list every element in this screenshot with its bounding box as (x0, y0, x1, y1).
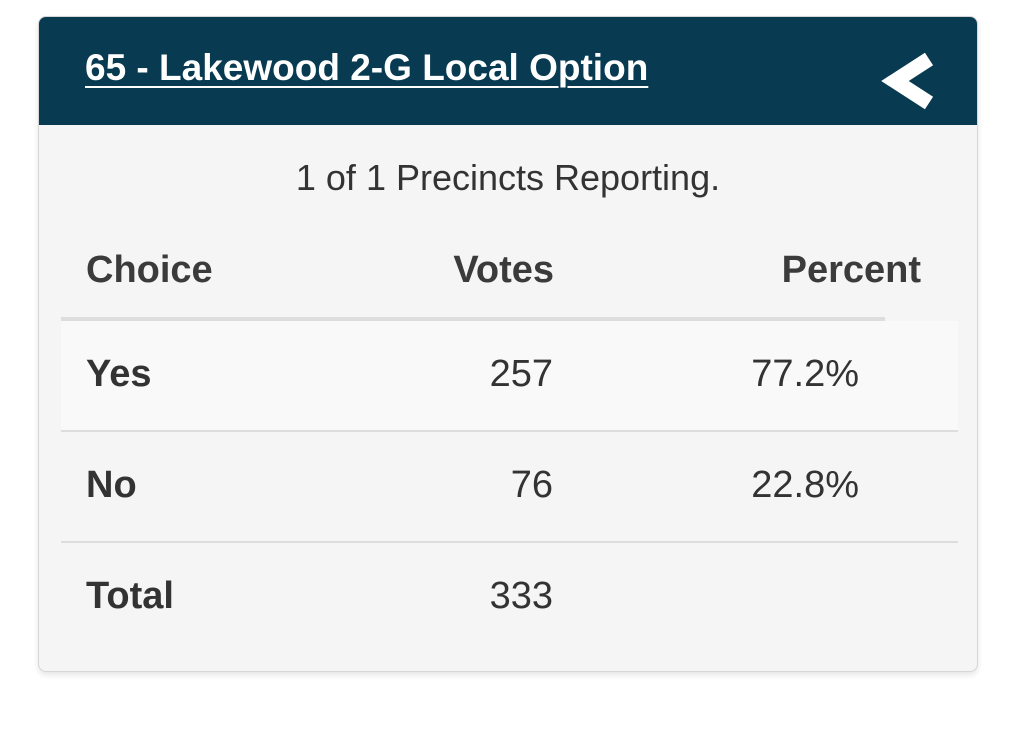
choice-cell: Total (86, 575, 174, 617)
table-row: Yes 257 77.2% (61, 321, 958, 432)
percent-cell: 77.2% (751, 353, 859, 395)
collapse-button[interactable] (879, 51, 939, 111)
votes-cell: 333 (489, 575, 553, 617)
table-row: No 76 22.8% (61, 432, 958, 543)
precincts-reporting: 1 of 1 Precincts Reporting. (295, 157, 721, 198)
votes-cell: 76 (510, 464, 553, 506)
column-header-votes: Votes (453, 249, 554, 291)
percent-cell: 22.8% (751, 464, 859, 506)
card-header: 65 - Lakewood 2-G Local Option (39, 17, 977, 125)
choice-cell: Yes (86, 353, 152, 395)
results-table: Choice Votes Percent Yes 257 77.2% No 76… (61, 229, 958, 654)
votes-cell: 257 (489, 353, 553, 395)
table-header-row: Choice Votes Percent (61, 229, 921, 321)
chevron-left-icon (881, 52, 934, 110)
choice-cell: No (86, 464, 137, 506)
contest-title-link[interactable]: 65 - Lakewood 2-G Local Option (85, 47, 649, 88)
results-card: 65 - Lakewood 2-G Local Option 1 of 1 Pr… (38, 16, 978, 672)
column-header-percent: Percent (781, 249, 921, 291)
table-row-total: Total 333 (61, 543, 958, 654)
column-header-choice: Choice (86, 249, 213, 291)
